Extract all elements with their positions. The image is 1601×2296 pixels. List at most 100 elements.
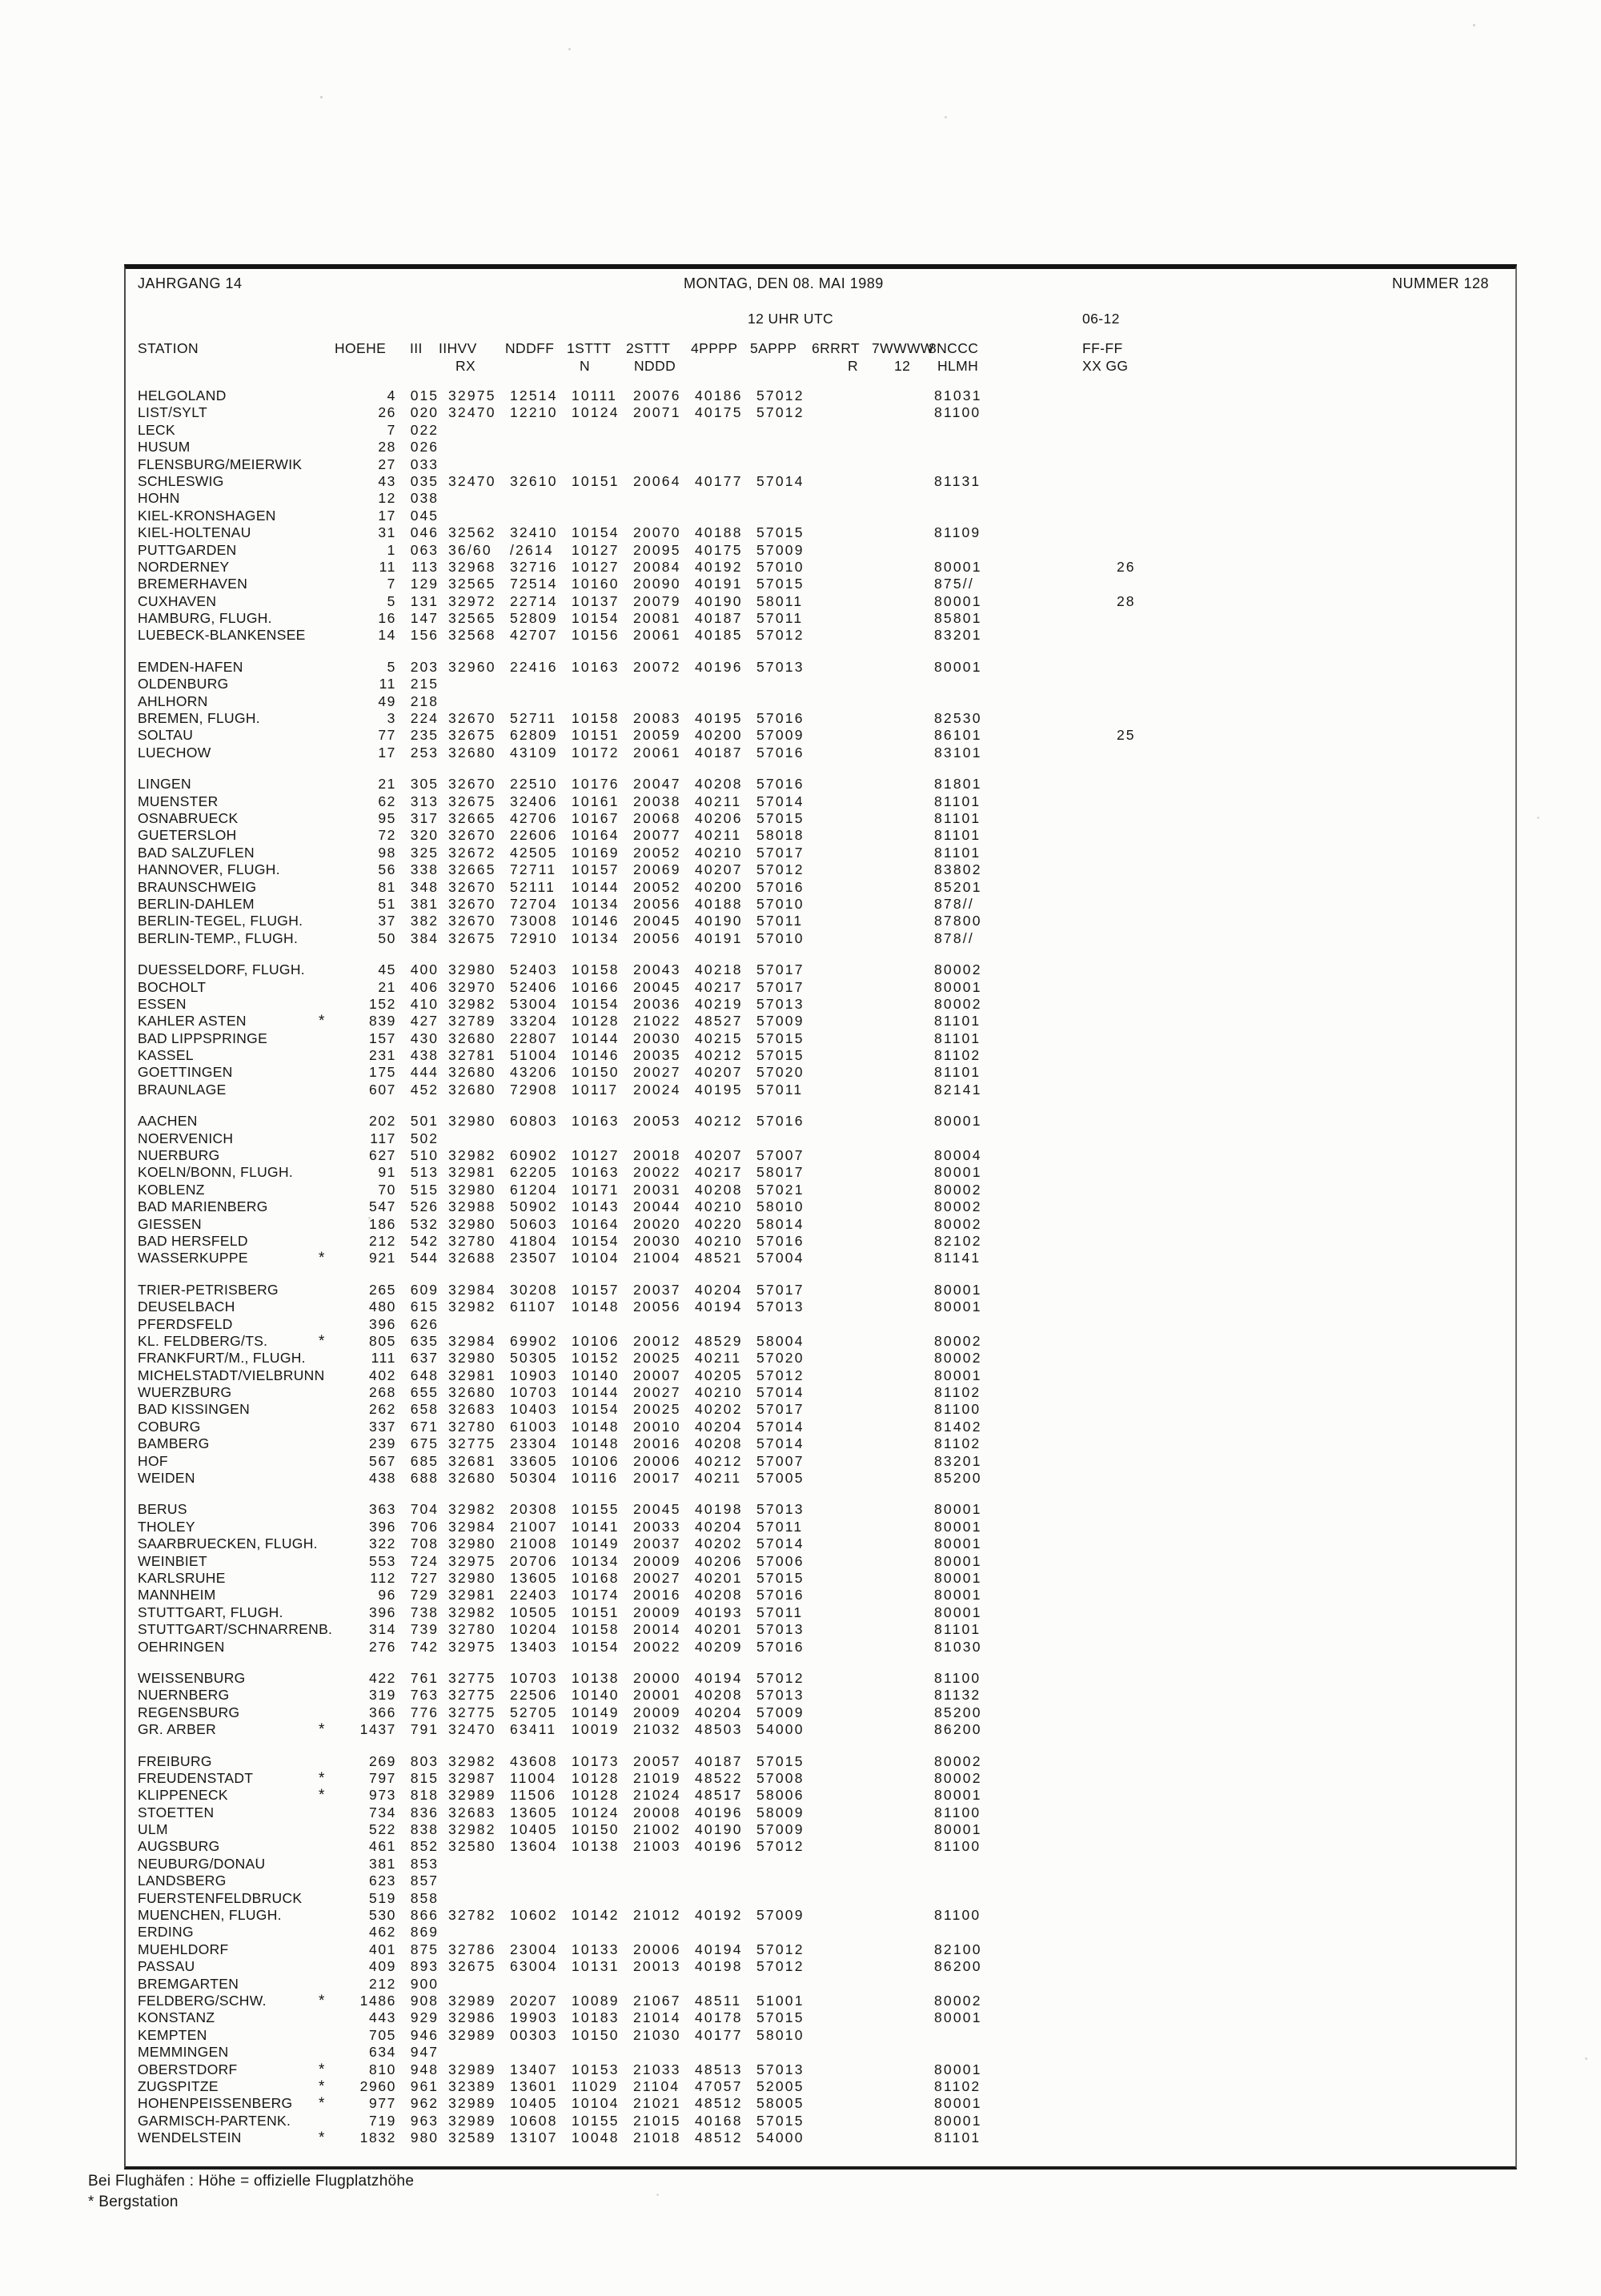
bergstation-marker — [319, 610, 330, 627]
obs-nddff — [510, 422, 572, 439]
obs-1sttt: 10149 — [572, 1535, 620, 1552]
obs-1sttt: 10150 — [572, 2026, 620, 2043]
obs-4pppp: 40202 — [695, 1401, 743, 1418]
obs-iihvv: 32665 — [448, 809, 496, 826]
obs-4pppp: 40177 — [695, 2026, 743, 2043]
nccc-cell: 80001 — [934, 1535, 982, 1552]
obs-iihvv — [448, 1130, 510, 1147]
table-row: OSNABRUECK 95 317 32665 42706 10167 20068 40206… — [138, 810, 1499, 827]
hoehe-cell: 337 — [369, 1418, 396, 1435]
spacer — [439, 1047, 448, 1064]
iii-cell: 381 — [410, 895, 439, 912]
ff-cell — [1117, 1856, 1165, 1873]
spacer — [1010, 1113, 1117, 1130]
footnote-bergstation: * Bergstation — [88, 2194, 179, 2210]
iii-cell: 946 — [410, 2026, 439, 2043]
spacer — [818, 1721, 934, 1738]
ff-cell — [1117, 1082, 1165, 1098]
obs-4pppp — [695, 1316, 756, 1333]
nccc-cell: 83101 — [934, 744, 982, 761]
iii-cell: 406 — [410, 978, 439, 995]
spacer — [439, 1470, 448, 1487]
obs-2sttt: 20017 — [633, 1470, 681, 1487]
nccc-cell: 81101 — [934, 793, 981, 809]
obs-2sttt: 20031 — [633, 1181, 681, 1198]
table-row: BERUS 363 704 32982 20308 10155 20045 40198 5701… — [138, 1501, 1499, 1518]
spacer — [818, 1553, 934, 1570]
bergstation-marker — [319, 745, 330, 761]
spacer — [818, 1856, 934, 1873]
bergstation-marker — [319, 1064, 330, 1081]
spacer — [439, 1216, 448, 1233]
hoehe-cell: 50 — [378, 929, 396, 946]
nccc-cell: 80002 — [934, 995, 982, 1012]
obs-2sttt — [633, 508, 695, 524]
table-row: BREMEN, FLUGH. 3 224 32670 52711 10158 20083 40… — [138, 710, 1499, 727]
obs-2sttt: 21030 — [633, 2026, 681, 2043]
station-cell: PUTTGARDEN — [138, 541, 237, 558]
obs-1sttt — [572, 456, 633, 473]
iii-cell: 510 — [410, 1147, 439, 1164]
obs-5appp: 57007 — [756, 1452, 805, 1469]
obs-2sttt: 20056 — [633, 1299, 681, 1315]
hoehe-cell: 70 — [378, 1181, 396, 1198]
obs-2sttt: 20056 — [633, 895, 681, 912]
iii-cell: 626 — [410, 1315, 439, 1332]
obs-iihvv: 32989 — [448, 2026, 496, 2043]
table-row: FREIBURG 269 803 32982 43608 10173 20057 40187 5… — [138, 1753, 1499, 1770]
obs-5appp: 57011 — [756, 1604, 804, 1620]
nccc-cell: 83802 — [934, 861, 982, 878]
spacer — [818, 1419, 934, 1435]
obs-5appp — [756, 456, 818, 473]
hoehe-cell: 17 — [378, 507, 396, 524]
table-row: BAD HERSFELD 212 542 32780 41804 10154 20030 40… — [138, 1233, 1499, 1250]
obs-iihvv: 32980 — [448, 961, 496, 978]
obs-nddff: 22606 — [510, 827, 558, 844]
bergstation-marker — [319, 1553, 330, 1570]
bergstation-marker — [319, 1907, 330, 1924]
spacer — [439, 1670, 448, 1687]
obs-iihvv: 32675 — [448, 1958, 496, 1975]
obs-iihvv: 32670 — [448, 776, 496, 793]
spacer — [439, 1013, 448, 1030]
obs-nddff: 43109 — [510, 744, 558, 761]
obs-1sttt — [572, 2044, 633, 2061]
spacer — [1010, 1621, 1117, 1638]
obs-nddff: 61204 — [510, 1181, 558, 1198]
obs-5appp: 57014 — [756, 1535, 805, 1552]
obs-nddff — [510, 1316, 572, 1333]
hoehe-cell: 11 — [379, 558, 396, 575]
iii-cell: 739 — [410, 1621, 439, 1638]
spacer — [818, 810, 934, 827]
ff-cell — [1117, 1976, 1165, 1993]
station-cell: ZUGSPITZE — [138, 2077, 219, 2094]
spacer — [439, 627, 448, 644]
obs-5appp — [756, 439, 818, 456]
obs-nddff: 11004 — [510, 1769, 557, 1786]
ff-cell — [1117, 1233, 1165, 1250]
spacer — [818, 727, 934, 744]
nccc-cell: 81402 — [934, 1418, 982, 1435]
obs-5appp: 57014 — [756, 793, 805, 809]
obs-2sttt: 20070 — [633, 524, 681, 541]
ff-cell — [1117, 1721, 1165, 1738]
spacer — [439, 1770, 448, 1787]
spacer — [818, 1924, 934, 1941]
hoehe-cell: 1437 — [359, 1721, 396, 1738]
spacer — [818, 1401, 934, 1418]
spacer — [818, 2095, 934, 2112]
nccc-cell: 85200 — [934, 1470, 982, 1487]
hoehe-cell: 443 — [369, 2009, 396, 2026]
obs-4pppp — [695, 676, 756, 692]
spacer — [1010, 1419, 1117, 1435]
table-row: BAMBERG 239 675 32775 23304 10148 20016 40208 57… — [138, 1435, 1499, 1452]
time-utc-label: 12 UHR UTC — [748, 311, 834, 327]
iii-cell: 635 — [410, 1332, 439, 1349]
bergstation-marker — [319, 1753, 330, 1770]
nccc-cell: 86200 — [934, 1958, 982, 1975]
bergstation-marker — [319, 1164, 330, 1181]
obs-1sttt: 10048 — [572, 2129, 620, 2146]
obs-1sttt: 10106 — [572, 1332, 620, 1349]
hoehe-cell: 705 — [369, 2026, 396, 2043]
spacer — [439, 1704, 448, 1721]
